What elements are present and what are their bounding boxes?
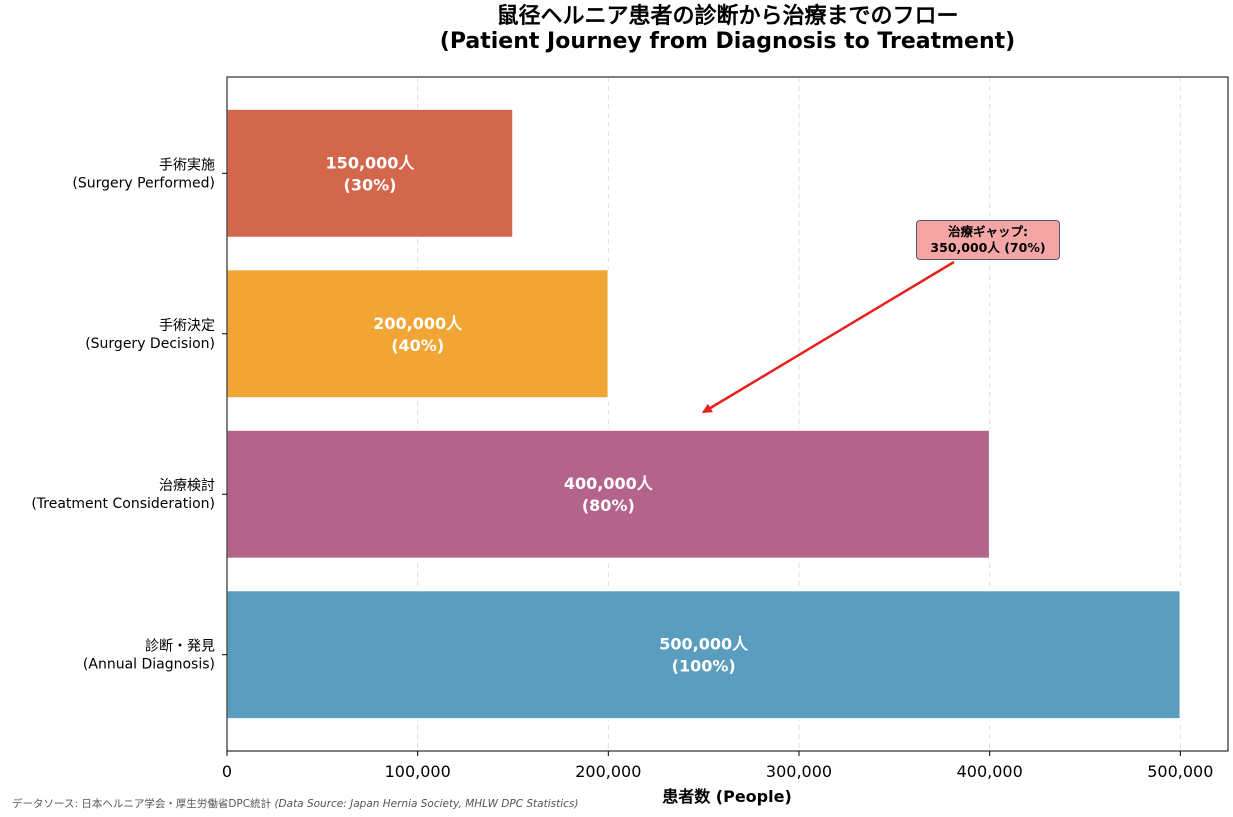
- bar-percent-label: (30%): [344, 175, 397, 194]
- category-label-jp: 手術決定: [159, 318, 215, 334]
- source-jp: データソース: 日本ヘルニア学会・厚生労働省DPC統計: [12, 798, 272, 810]
- bar-value-label: 400,000人: [564, 474, 654, 493]
- x-tick-label: 400,000: [957, 762, 1023, 781]
- category-label-jp: 診断・発見: [145, 639, 215, 655]
- bar-percent-label: (100%): [672, 657, 736, 676]
- chart-title-line1: 鼠径ヘルニア患者の診断から治療までのフロー: [496, 4, 959, 29]
- category-label-en: (Annual Diagnosis): [83, 657, 215, 673]
- category-label-jp: 手術実施: [159, 157, 215, 173]
- x-tick-label: 500,000: [1147, 762, 1213, 781]
- category-label-en: (Treatment Consideration): [31, 496, 215, 512]
- x-tick-label: 0: [222, 762, 232, 781]
- annotation-line1: 治療ギャップ:: [948, 224, 1028, 239]
- annotation-line2: 350,000人 (70%): [930, 240, 1046, 255]
- bar-value-label: 150,000人: [326, 153, 416, 172]
- bar-1: [226, 429, 991, 560]
- bar-percent-label: (40%): [391, 336, 444, 355]
- bar-0: [226, 589, 1182, 720]
- bar-value-label: 200,000人: [373, 314, 463, 333]
- plot-frame: [226, 76, 1229, 752]
- treatment-gap-annotation: 治療ギャップ: 350,000人 (70%): [916, 220, 1060, 260]
- bar-percent-label: (80%): [582, 496, 635, 515]
- x-tick-label: 200,000: [575, 762, 641, 781]
- category-label-en: (Surgery Performed): [72, 175, 215, 191]
- x-tick-label: 100,000: [385, 762, 451, 781]
- source-en: (Data Source: Japan Hernia Society, MHLW…: [274, 798, 579, 810]
- data-source-note: データソース: 日本ヘルニア学会・厚生労働省DPC統計 (Data Source…: [12, 796, 578, 811]
- x-axis-label: 患者数 (People): [662, 787, 792, 806]
- annotation-arrow: [701, 260, 955, 414]
- bar-2: [226, 268, 610, 399]
- chart-title-line2: (Patient Journey from Diagnosis to Treat…: [439, 29, 1016, 54]
- x-tick-label: 300,000: [766, 762, 832, 781]
- bar-value-label: 500,000人: [659, 635, 749, 654]
- category-label-en: (Surgery Decision): [85, 336, 215, 352]
- category-label-jp: 治療検討: [159, 477, 215, 494]
- bar-3: [226, 108, 514, 239]
